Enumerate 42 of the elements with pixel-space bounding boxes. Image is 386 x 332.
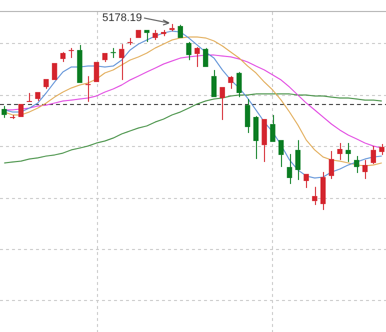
- candlestick: [262, 119, 267, 163]
- candlestick: [270, 114, 276, 142]
- candlestick: [35, 92, 40, 102]
- candlestick: [286, 154, 292, 184]
- candlestick: [178, 24, 184, 38]
- candlestick: [337, 142, 342, 160]
- candlestick: [127, 37, 133, 46]
- candlestick: [312, 186, 318, 206]
- candlestick: [304, 174, 309, 189]
- candlestick: [26, 92, 32, 102]
- candlestick: [202, 47, 208, 67]
- candlestick: [169, 24, 175, 32]
- candlestick: [346, 142, 351, 163]
- candlestick: [228, 76, 234, 90]
- candlestick: [236, 71, 242, 98]
- candlestick: [379, 143, 384, 156]
- candlestick: [161, 29, 166, 37]
- candlestick: [354, 156, 360, 174]
- candlestick: [110, 47, 116, 59]
- candlestick: [320, 172, 326, 210]
- candlestick: [2, 106, 7, 118]
- candlestick: [211, 69, 217, 98]
- candlestick: [152, 29, 158, 40]
- candlestick: [328, 150, 334, 180]
- candlestick: [119, 44, 124, 80]
- candlestick: [60, 52, 66, 62]
- annotation: 5178.19: [102, 12, 142, 24]
- candlestick: [244, 98, 250, 134]
- candlestick: [77, 44, 82, 83]
- candlestick: [44, 79, 49, 90]
- candlestick: [68, 47, 74, 59]
- candlestick: [253, 116, 259, 160]
- candlestick: [194, 46, 200, 68]
- candlestick: [295, 140, 300, 181]
- candlestick: [278, 140, 284, 168]
- candlestick: [86, 76, 91, 102]
- candlestick: [102, 53, 108, 62]
- candlestick: [186, 42, 192, 61]
- candlestick: [220, 87, 225, 120]
- candlestick: [10, 114, 16, 120]
- candlestick: [370, 146, 376, 165]
- candlestick: [362, 159, 368, 180]
